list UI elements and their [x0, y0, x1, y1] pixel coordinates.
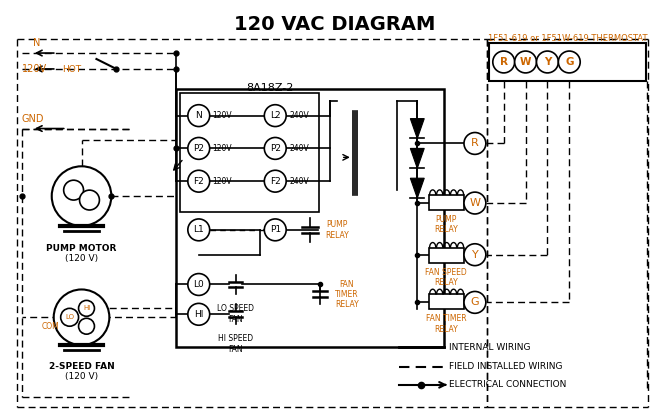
Text: P1: P1 — [270, 225, 281, 234]
Text: P2: P2 — [193, 144, 204, 153]
Text: R: R — [500, 57, 508, 67]
Circle shape — [464, 244, 486, 266]
Circle shape — [188, 303, 210, 325]
Text: 120V: 120V — [212, 111, 232, 120]
Circle shape — [80, 190, 99, 210]
Circle shape — [52, 166, 111, 226]
Circle shape — [265, 105, 286, 127]
Text: 240V: 240V — [289, 144, 309, 153]
Circle shape — [188, 170, 210, 192]
Text: COM: COM — [42, 322, 60, 331]
Text: 240V: 240V — [289, 177, 309, 186]
Text: HI: HI — [194, 310, 204, 319]
Text: 120 VAC DIAGRAM: 120 VAC DIAGRAM — [234, 16, 436, 34]
Circle shape — [265, 137, 286, 159]
Circle shape — [464, 192, 486, 214]
Circle shape — [78, 318, 94, 334]
Text: W: W — [470, 198, 480, 208]
Text: INTERNAL WIRING: INTERNAL WIRING — [449, 343, 531, 352]
Text: PUMP MOTOR: PUMP MOTOR — [46, 244, 117, 253]
Text: PUMP
RELAY: PUMP RELAY — [325, 220, 348, 240]
Circle shape — [188, 105, 210, 127]
Text: 2-SPEED FAN: 2-SPEED FAN — [49, 362, 115, 371]
Text: G: G — [565, 57, 574, 67]
Circle shape — [54, 290, 109, 345]
Text: FAN TIMER
RELAY: FAN TIMER RELAY — [426, 314, 466, 334]
Text: HI SPEED
FAN: HI SPEED FAN — [218, 334, 253, 354]
Circle shape — [188, 137, 210, 159]
Text: 120V: 120V — [212, 144, 232, 153]
Text: W: W — [520, 57, 531, 67]
Text: Y: Y — [472, 250, 478, 260]
Polygon shape — [410, 148, 424, 168]
Text: HOT: HOT — [62, 65, 81, 74]
Circle shape — [265, 170, 286, 192]
Bar — [429, 195, 464, 210]
Text: ELECTRICAL CONNECTION: ELECTRICAL CONNECTION — [449, 380, 566, 389]
Bar — [489, 43, 646, 81]
Text: R: R — [471, 138, 479, 148]
Text: PUMP
RELAY: PUMP RELAY — [434, 215, 458, 234]
Text: 8A18Z-2: 8A18Z-2 — [247, 83, 294, 93]
Circle shape — [464, 292, 486, 313]
Text: 120V: 120V — [22, 64, 47, 74]
Text: LO: LO — [65, 314, 74, 320]
Text: F2: F2 — [194, 177, 204, 186]
Text: FAN
TIMER
RELAY: FAN TIMER RELAY — [335, 279, 358, 309]
Text: HI: HI — [83, 305, 90, 311]
Circle shape — [78, 300, 94, 316]
Circle shape — [188, 219, 210, 241]
Circle shape — [515, 51, 537, 73]
Text: L1: L1 — [194, 225, 204, 234]
Circle shape — [61, 308, 78, 326]
Text: F2: F2 — [270, 177, 281, 186]
Text: 120V: 120V — [212, 177, 232, 186]
Text: FAN SPEED
RELAY: FAN SPEED RELAY — [425, 268, 467, 287]
Text: (120 V): (120 V) — [65, 254, 98, 263]
Text: N: N — [33, 38, 40, 48]
Circle shape — [558, 51, 580, 73]
Text: FIELD INSTALLED WIRING: FIELD INSTALLED WIRING — [449, 362, 563, 372]
Text: N: N — [196, 111, 202, 120]
Circle shape — [64, 180, 84, 200]
Text: G: G — [470, 297, 479, 308]
Bar — [429, 295, 464, 309]
Text: Y: Y — [544, 57, 551, 67]
Text: 240V: 240V — [289, 111, 309, 120]
Text: P2: P2 — [270, 144, 281, 153]
Circle shape — [464, 132, 486, 154]
Text: L0: L0 — [194, 280, 204, 289]
Text: GND: GND — [22, 114, 44, 124]
Circle shape — [493, 51, 515, 73]
Circle shape — [537, 51, 558, 73]
Bar — [429, 248, 464, 263]
Text: LO SPEED
FAN: LO SPEED FAN — [217, 304, 254, 324]
Text: (120 V): (120 V) — [65, 372, 98, 381]
Polygon shape — [410, 119, 424, 138]
Bar — [176, 89, 444, 347]
Text: L2: L2 — [270, 111, 281, 120]
Bar — [180, 93, 319, 212]
Circle shape — [188, 274, 210, 295]
Polygon shape — [410, 178, 424, 198]
Circle shape — [265, 219, 286, 241]
Text: 1F51-619 or 1F51W-619 THERMOSTAT: 1F51-619 or 1F51W-619 THERMOSTAT — [488, 34, 647, 43]
